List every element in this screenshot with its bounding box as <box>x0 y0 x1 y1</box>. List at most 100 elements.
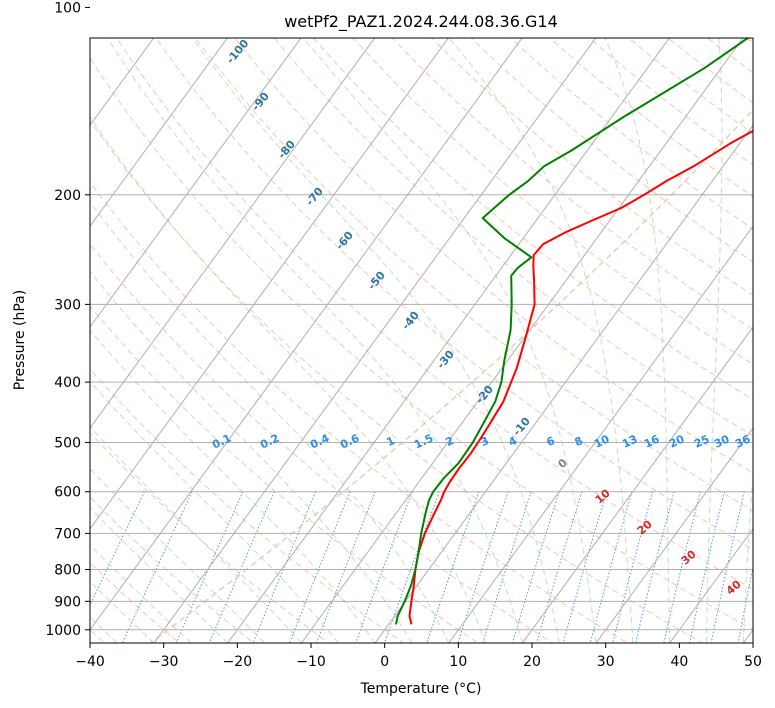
y-tick-label: 200 <box>54 188 81 204</box>
profile-lines <box>395 38 753 625</box>
mixing-ratio-line <box>689 491 725 643</box>
moist-adiabat-line <box>191 38 560 643</box>
isotherm-line <box>300 38 744 643</box>
dry-adiabat-label: -90 <box>249 90 272 114</box>
mixing-ratio-line <box>289 491 351 643</box>
moist-adiabat-line <box>90 544 192 643</box>
x-axis: −40 −30 −20 −10 0 10 20 30 40 50 <box>75 643 762 670</box>
mixing-ratio-label: 10 <box>592 432 612 450</box>
moist-adiabat-line <box>90 270 413 643</box>
moist-adiabat-label: 0 <box>556 456 570 471</box>
y-tick-label: 1000 <box>45 623 81 639</box>
mixing-ratio-label: 1.5 <box>412 432 435 452</box>
x-tick-label: −20 <box>223 654 253 670</box>
dry-adiabat-line <box>745 38 753 44</box>
moist-adiabat-line <box>90 467 265 643</box>
y-tick-label: 700 <box>54 526 81 542</box>
mixing-ratio-label: 8 <box>573 434 585 449</box>
mixing-ratio-line <box>426 491 480 643</box>
dewpoint-profile-line <box>395 38 750 625</box>
moist-adiabat-line <box>107 38 523 643</box>
moist-adiabat-line <box>302 38 597 643</box>
y-axis: 100 200 300 400 500 600 700 800 900 1000 <box>45 0 90 639</box>
moist-adiabat-line <box>90 329 376 643</box>
dry-adiabat-line <box>155 38 753 551</box>
dry-adiabat-line <box>90 562 180 643</box>
isotherm-line <box>90 38 449 530</box>
mixing-ratio-label: 25 <box>692 432 711 450</box>
dry-adiabat-line <box>90 57 753 631</box>
mixing-ratio-line <box>589 491 633 643</box>
dry-adiabat-line <box>116 38 753 590</box>
mixing-ratio-label: 30 <box>712 432 732 450</box>
moist-adiabat-line <box>90 507 229 643</box>
moist-adiabat-label: 30 <box>679 547 699 567</box>
isotherm-line <box>669 528 753 643</box>
dry-adiabat-label: -60 <box>333 229 356 253</box>
moist-adiabat-label: 40 <box>724 577 744 597</box>
mixing-ratio-label: 0.2 <box>258 432 281 452</box>
dry-adiabat-line <box>90 496 255 643</box>
dry-adiabat-line <box>90 243 553 643</box>
dry-adiabat-line <box>588 38 753 166</box>
mixing-ratio-line <box>737 565 753 643</box>
moist-adiabat-label: 10 <box>593 486 613 506</box>
isopleth-labels: -100-90-80-70-60-50-40-30-20-100.1 0.2 0.4… <box>210 37 753 598</box>
chart-title: wetPf2_PAZ1.2024.244.08.36.G14 <box>284 12 558 32</box>
y-tick-label: 600 <box>54 485 81 501</box>
dry-adiabat-line <box>273 38 753 437</box>
x-tick-label: −30 <box>149 654 179 670</box>
mixing-ratio-label: 0.4 <box>308 431 331 451</box>
mixing-ratio-line <box>175 491 244 643</box>
dry-adiabat-line <box>90 431 329 643</box>
mixing-ratio-line <box>536 491 583 643</box>
mixing-ratio-line <box>316 491 376 643</box>
mixing-ratio-line <box>710 491 745 643</box>
dry-adiabat-line <box>90 181 628 643</box>
isotherm-line <box>90 38 523 631</box>
mixing-ratio-label: 20 <box>667 432 687 450</box>
moist-adiabat-line <box>90 580 155 643</box>
dry-adiabat-line <box>90 119 703 643</box>
dry-adiabat-label: -100 <box>224 37 252 67</box>
dry-adiabat-line <box>234 38 753 474</box>
isotherm-line <box>90 38 228 227</box>
mixing-ratio-line <box>121 491 193 643</box>
moist-adiabat-line <box>448 38 634 643</box>
mixing-ratio-label: 0.1 <box>210 432 233 452</box>
mixing-ratio-label: 1 <box>385 434 397 449</box>
isotherm-line <box>90 38 155 127</box>
moist-adiabat-line <box>604 38 671 643</box>
mixing-ratio-line <box>252 491 317 643</box>
mixing-ratio-label: 0.6 <box>338 431 361 451</box>
dry-adiabat-line <box>312 38 753 401</box>
y-tick-label: 300 <box>54 297 81 313</box>
dry-adiabat-line <box>90 368 404 643</box>
mixing-ratio-label: 36 <box>733 432 753 450</box>
y-tick-label: 900 <box>54 594 81 610</box>
plot-frame <box>89 37 754 644</box>
y-tick-label: 100 <box>54 0 81 16</box>
dry-adiabat-label: -70 <box>303 185 326 209</box>
mixing-ratio-label: 16 <box>642 432 662 450</box>
isotherm-line <box>227 38 670 643</box>
y-axis-label: Pressure (hPa) <box>12 290 28 390</box>
dry-adiabat-label: -30 <box>434 348 457 372</box>
x-tick-label: 50 <box>744 654 762 670</box>
isotherm-line <box>374 124 753 643</box>
mixing-ratio-line <box>512 491 560 643</box>
mixing-ratio-label: 2 <box>444 434 456 449</box>
isotherm-line <box>521 326 753 643</box>
x-tick-label: 20 <box>523 654 541 670</box>
isotherm-line <box>448 225 753 643</box>
moist-adiabat-line <box>90 116 487 643</box>
moist-adiabat-line <box>90 380 339 643</box>
mixing-ratio-label: 13 <box>620 432 639 450</box>
isotherm-line <box>153 38 597 643</box>
dry-adiabat-line <box>194 38 753 512</box>
dry-adiabat-label: -50 <box>365 269 388 293</box>
mixing-ratio-line <box>482 491 532 643</box>
mixing-ratio-label: 3 <box>479 434 491 449</box>
x-tick-label: −10 <box>296 654 326 670</box>
